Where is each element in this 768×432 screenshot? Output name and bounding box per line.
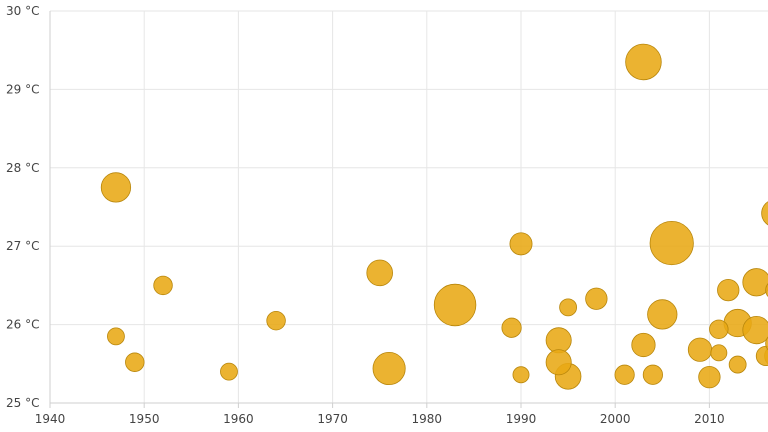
axis-layer — [49, 11, 768, 408]
grid-layer — [49, 10, 768, 403]
data-bubble[interactable] — [220, 362, 238, 381]
data-bubble[interactable] — [372, 351, 406, 386]
data-bubble[interactable] — [614, 364, 635, 385]
data-bubble[interactable] — [717, 278, 740, 302]
y-tick-label: 26 °C — [6, 318, 39, 332]
data-bubble[interactable] — [585, 287, 608, 310]
data-bubble[interactable] — [728, 355, 747, 374]
data-bubble[interactable] — [125, 352, 145, 372]
x-tick-label: 1990 — [506, 412, 537, 426]
data-bubble[interactable] — [742, 315, 768, 345]
bubble-layer — [100, 43, 768, 390]
data-bubble[interactable] — [107, 327, 125, 346]
x-tick-label: 1950 — [129, 412, 160, 426]
x-tick-label: 2000 — [600, 412, 631, 426]
data-bubble[interactable] — [709, 319, 729, 340]
x-tick-label: 1940 — [35, 412, 66, 426]
data-bubble[interactable] — [545, 349, 572, 376]
data-bubble[interactable] — [742, 268, 768, 297]
data-bubble[interactable] — [559, 298, 577, 317]
data-bubble[interactable] — [100, 172, 132, 203]
data-bubble[interactable] — [501, 317, 522, 338]
y-tick-label: 25 °C — [6, 396, 39, 410]
y-tick-label: 27 °C — [6, 239, 39, 253]
x-tick-label: 2010 — [694, 412, 725, 426]
data-bubble[interactable] — [755, 345, 768, 367]
data-bubble[interactable] — [642, 364, 663, 385]
x-tick-label: 1960 — [223, 412, 254, 426]
data-bubble[interactable] — [512, 366, 530, 384]
data-bubble[interactable] — [509, 232, 533, 256]
y-tick-label: 28 °C — [6, 161, 39, 175]
data-bubble[interactable] — [153, 275, 173, 296]
data-bubble[interactable] — [765, 334, 768, 353]
data-bubble[interactable] — [433, 283, 477, 327]
data-bubble[interactable] — [687, 337, 713, 362]
y-tick-label: 30 °C — [6, 4, 39, 18]
data-bubble[interactable] — [625, 43, 662, 81]
data-bubble[interactable] — [710, 344, 728, 362]
data-bubble[interactable] — [631, 332, 656, 358]
tick-label-layer: 25 °C 26 °C 27 °C 28 °C 29 °C 30 °C 1940 1950 19… — [6, 4, 725, 426]
data-bubble[interactable] — [545, 327, 572, 354]
x-tick-label: 1980 — [412, 412, 443, 426]
x-tick-label: 1970 — [317, 412, 348, 426]
data-bubble[interactable] — [761, 200, 768, 227]
data-bubble[interactable] — [698, 365, 721, 389]
y-tick-label: 29 °C — [6, 82, 39, 96]
data-bubble[interactable] — [765, 280, 768, 299]
data-bubble[interactable] — [647, 299, 678, 330]
data-bubble[interactable] — [366, 259, 393, 287]
data-bubble[interactable] — [266, 310, 286, 331]
data-bubble[interactable] — [649, 220, 694, 266]
